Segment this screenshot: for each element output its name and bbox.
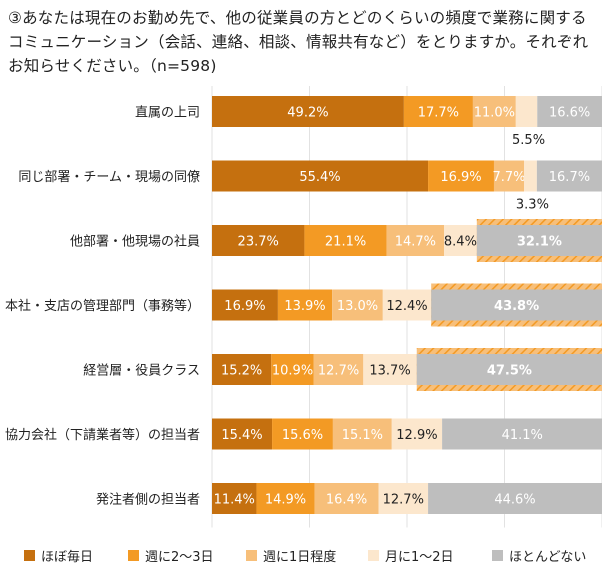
category-label: 他部署・他現場の社員 <box>70 234 200 250</box>
legend-swatch <box>128 550 139 561</box>
legend-item: 週に1日程度 <box>246 546 336 565</box>
legend-label: 週に1日程度 <box>263 550 337 565</box>
data-label: 16.9% <box>224 299 265 314</box>
legend: ほぼ毎日 週に2～3日 週に1日程度 月に1～2日 ほとんどない <box>0 542 602 566</box>
data-label: 8.4% <box>444 235 477 250</box>
data-label: 10.9% <box>272 364 313 379</box>
stacked-bar-chart: 49.2% 17.7% 11.0% 5.5% 16.6% 55.4% 16.9% 7.7% 3.… <box>5 86 602 528</box>
bar-segment <box>212 289 278 321</box>
bar-segment <box>256 483 315 514</box>
data-label: 43.8% <box>494 299 539 314</box>
data-label: 12.9% <box>396 428 437 443</box>
data-label: 15.1% <box>342 428 383 443</box>
data-label: 23.7% <box>238 235 279 250</box>
legend-item: 週に2～3日 <box>128 546 214 565</box>
legend-label: ほぼ毎日 <box>41 550 94 565</box>
bar-segment <box>332 418 392 450</box>
data-label: 14.9% <box>265 493 306 508</box>
bar-segment <box>212 418 273 450</box>
legend-swatch <box>24 550 35 561</box>
category-labels: 直属の上司同じ部署・チーム・現場の同僚他部署・他現場の社員本社・支店の管理部門（… <box>5 106 200 508</box>
legend-label: 月に1～2日 <box>385 550 454 565</box>
bar-segment <box>428 483 602 514</box>
bar-segment <box>378 483 429 514</box>
data-label: 7.7% <box>492 170 525 185</box>
data-label: 16.6% <box>549 106 590 121</box>
bar-segment <box>313 354 364 385</box>
data-label: 13.9% <box>284 299 325 314</box>
legend-swatch <box>246 550 257 561</box>
bar-segment <box>536 160 602 192</box>
bar-segment <box>212 96 404 127</box>
legend-label: ほとんどない <box>509 550 587 565</box>
data-label: 47.5% <box>487 364 532 379</box>
data-label: 15.4% <box>221 428 262 443</box>
bar-segment <box>428 160 494 192</box>
category-label: 直属の上司 <box>135 106 200 121</box>
bar-segment <box>332 289 383 321</box>
category-label: 発注者側の担当者 <box>96 493 200 508</box>
data-label: 15.2% <box>221 364 262 379</box>
bar-segment <box>416 354 602 385</box>
data-label: 16.4% <box>326 493 367 508</box>
data-label: 44.6% <box>494 493 535 508</box>
bar-segment <box>271 354 314 385</box>
bar-segment <box>472 96 516 127</box>
bar-segment <box>442 418 602 450</box>
category-label: 協力会社（下請業者等）の担当者 <box>5 427 200 443</box>
bar-segment <box>212 483 257 514</box>
data-label: 12.7% <box>318 364 359 379</box>
bars: 49.2% 17.7% 11.0% 5.5% 16.6% 55.4% 16.9% 7.7% 3.… <box>212 96 602 514</box>
chart-title: ③あなたは現在のお勤め先で、他の従業員の方とどのくらいの頻度で業務に関するコミュ… <box>8 9 589 75</box>
bar-segment <box>304 225 387 256</box>
data-label: 12.4% <box>386 299 427 314</box>
bar-segment <box>431 289 602 321</box>
bar-segment <box>277 289 333 321</box>
data-label: 41.1% <box>502 428 543 443</box>
bar-segment <box>314 483 379 514</box>
bar-segment <box>272 418 333 450</box>
legend-label: 週に2～3日 <box>145 550 214 565</box>
data-label: 16.7% <box>549 170 590 185</box>
data-label: 13.7% <box>369 364 410 379</box>
data-label: 11.4% <box>214 493 255 508</box>
data-label: 5.5% <box>512 133 545 148</box>
bar-segment <box>212 225 305 256</box>
bar-segment <box>212 160 429 192</box>
legend-item: ほとんどない <box>492 546 586 565</box>
data-label: 11.0% <box>474 106 515 121</box>
bar-segment <box>363 354 417 385</box>
legend-item: ほぼ毎日 <box>24 546 93 565</box>
data-label: 21.1% <box>325 235 366 250</box>
data-label: 12.7% <box>383 493 424 508</box>
data-label: 15.6% <box>282 428 323 443</box>
category-label: 本社・支店の管理部門（事務等） <box>5 298 200 314</box>
category-label: 同じ部署・チーム・現場の同僚 <box>18 170 200 185</box>
data-label: 3.3% <box>516 198 549 213</box>
bar-segment <box>476 225 602 256</box>
bar-segment <box>382 289 432 321</box>
data-label: 55.4% <box>299 170 340 185</box>
bar-segment <box>391 418 443 450</box>
data-label: 17.7% <box>418 106 459 121</box>
data-label: 13.0% <box>337 299 378 314</box>
bar-segment <box>515 96 538 127</box>
legend-item: 月に1～2日 <box>368 546 454 565</box>
bar-segment <box>444 225 477 256</box>
category-label: 経営層・役員クラス <box>83 364 200 379</box>
data-label: 49.2% <box>287 106 328 121</box>
bar-segment <box>212 354 272 385</box>
legend-swatch <box>492 550 503 561</box>
legend-swatch <box>368 550 379 561</box>
bar-segment <box>403 96 473 127</box>
data-label: 16.9% <box>440 170 481 185</box>
bar-segment <box>493 160 524 192</box>
bar-segment <box>537 96 602 127</box>
data-label: 14.7% <box>395 235 436 250</box>
bar-segment <box>524 160 537 192</box>
data-label: 32.1% <box>517 235 562 250</box>
bar-segment <box>386 225 445 256</box>
